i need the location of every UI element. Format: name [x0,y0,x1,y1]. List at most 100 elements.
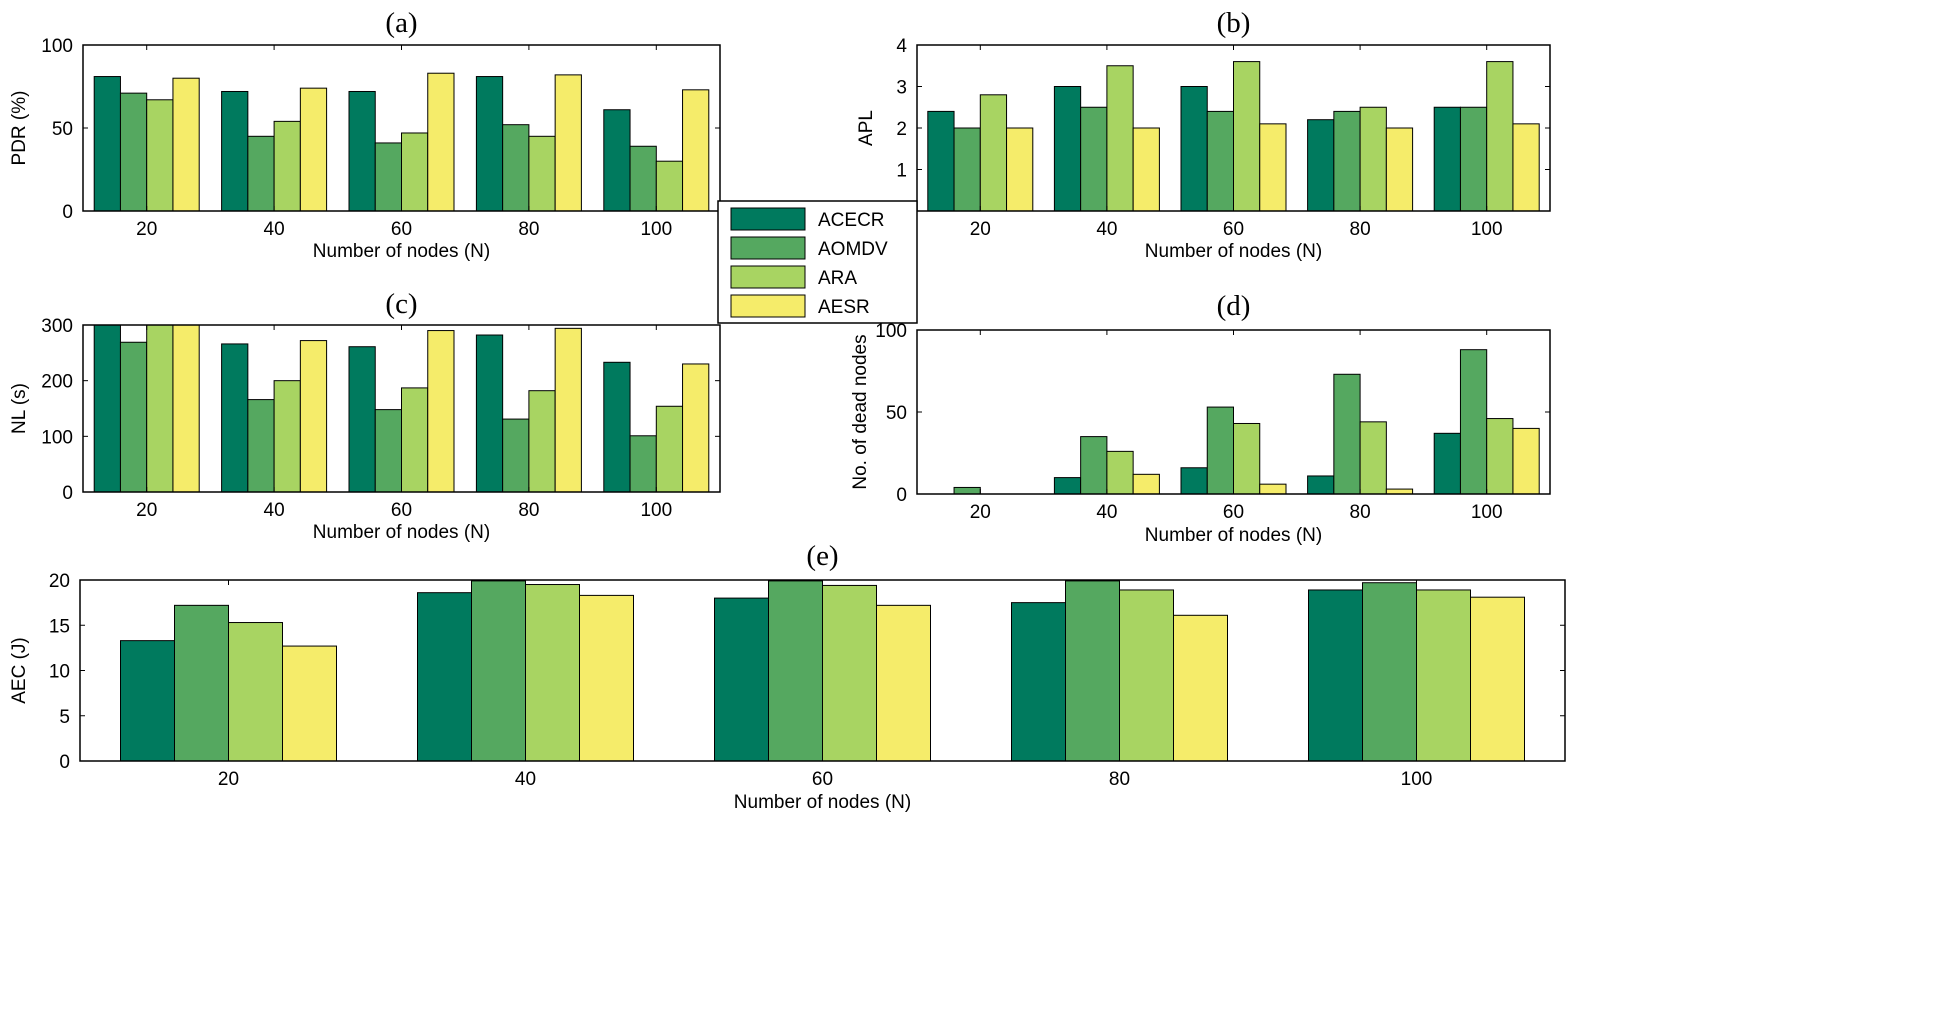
y-tick-label: 100 [41,427,73,448]
y-axis-label: No. of dead nodes [850,334,871,489]
panel-d: (d) 20 40 60 80 100 0 50 100 Number of nodes (N) N… [850,290,1551,546]
bar-ara-20 [979,94,1008,212]
bar-aomdv-20 [174,604,229,762]
x-tick-label: 20 [136,219,157,240]
bar-aesr-100 [1512,427,1540,495]
bar-ara-80 [528,135,556,212]
legend-label-aomdv: AOMDV [818,239,888,260]
legend-label-aesr: AESR [818,297,870,318]
bar-ara-40 [273,120,301,212]
y-tick-label: 10 [49,662,70,683]
x-tick-label: 20 [970,219,991,240]
bar-acecr-80 [475,76,504,212]
bar-ara-60 [1233,61,1261,212]
x-tick-label: 60 [391,500,412,521]
bar-aomdv-40 [1080,106,1108,212]
bar-ara-40 [1106,65,1134,212]
bar-ara-80 [1359,421,1387,495]
bar-aesr-40 [299,340,328,493]
bar-ara-100 [655,160,684,212]
bar-aesr-20 [1006,127,1034,212]
bar-aesr-40 [579,594,634,762]
bar-aesr-40 [299,87,328,212]
bar-aomdv-100 [1459,349,1488,495]
y-tick-label: 50 [52,119,73,140]
bar-acecr-100 [603,109,631,212]
bar-aesr-20 [172,77,200,212]
bar-aesr-100 [682,363,710,493]
x-tick-label: 60 [391,219,412,240]
legend-swatch-acecr [730,207,806,231]
bar-aomdv-60 [1206,110,1234,212]
x-tick-label: 80 [1109,769,1130,790]
bar-aesr-80 [554,74,582,212]
bar-acecr-60 [1180,86,1208,212]
x-tick-label: 20 [970,502,991,523]
x-tick-label: 80 [518,500,539,521]
bar-ara-60 [822,584,877,762]
y-axis-label: APL [856,110,877,146]
bar-acecr-60 [348,90,376,212]
bar-ara-20 [146,324,174,493]
bar-acecr-80 [1307,119,1335,212]
y-axis-label: AEC (J) [9,637,30,704]
x-tick-label: 80 [518,219,539,240]
x-tick-label: 80 [1350,502,1371,523]
panel-e: (e) 20 40 60 80 100 0 5 10 15 20 Number of nodes (N… [9,540,1566,813]
bar-aesr-60 [1259,483,1287,495]
legend-label-acecr: ACECR [818,210,885,231]
bar-aomdv-80 [1065,580,1120,762]
bar-acecr-60 [348,346,376,493]
legend-swatch-aomdv [730,236,806,260]
bar-aomdv-40 [247,135,275,212]
bar-aomdv-80 [1333,373,1361,495]
x-axis-label: Number of nodes (N) [313,241,490,262]
bar-acecr-40 [221,90,249,212]
legend: ACECR AOMDV ARA AESR [717,200,918,324]
bar-aomdv-40 [471,580,526,762]
y-tick-label: 5 [59,707,70,728]
panel-title: (e) [806,540,838,572]
bar-aomdv-20 [119,341,148,493]
x-axis-label: Number of nodes (N) [1145,525,1322,546]
bar-aesr-60 [427,330,455,493]
bar-aomdv-20 [953,127,981,212]
x-tick-label: 100 [640,500,672,521]
bar-aesr-40 [1132,473,1160,495]
bar-aomdv-40 [1080,436,1108,495]
x-tick-label: 40 [264,500,285,521]
bar-aesr-60 [427,72,455,212]
y-tick-label: 200 [41,372,73,393]
bar-acecr-100 [603,361,631,493]
panel-title: (b) [1217,7,1251,39]
x-tick-label: 60 [812,769,833,790]
bar-aesr-80 [1173,614,1228,762]
bar-ara-100 [1416,589,1471,762]
bar-aomdv-60 [768,580,823,762]
bar-ara-80 [1359,106,1387,212]
y-axis-label: NL (s) [9,383,30,434]
bar-ara-40 [1106,450,1134,495]
x-tick-label: 60 [1223,502,1244,523]
panel-c: (c) 20 40 60 80 100 0 100 200 300 Number of nodes … [9,288,721,543]
bar-acecr-80 [475,334,504,493]
bar-aesr-80 [1385,127,1414,212]
panel-title: (a) [385,7,417,39]
bar-acecr-60 [714,597,769,762]
x-tick-label: 80 [1350,219,1371,240]
bar-aesr-100 [1470,596,1525,762]
bar-ara-100 [1486,61,1514,212]
x-axis-label: Number of nodes (N) [734,792,911,813]
panel-b: (b) 20 40 60 80 100 1 2 3 4 Number of nodes (N) APL [856,7,1551,262]
legend-label-ara: ARA [818,268,857,289]
bar-aesr-20 [172,324,200,493]
x-tick-label: 60 [1223,219,1244,240]
panel-a: (a) 20 40 60 80 100 0 50 100 Number of nodes (N) P… [9,7,721,262]
bar-aomdv-80 [502,418,530,493]
bar-ara-60 [401,132,429,212]
bar-aesr-100 [1512,123,1540,212]
panel-title: (c) [385,288,417,320]
x-tick-label: 100 [1471,502,1503,523]
bar-aesr-20 [282,645,337,762]
bar-ara-80 [1119,589,1174,762]
